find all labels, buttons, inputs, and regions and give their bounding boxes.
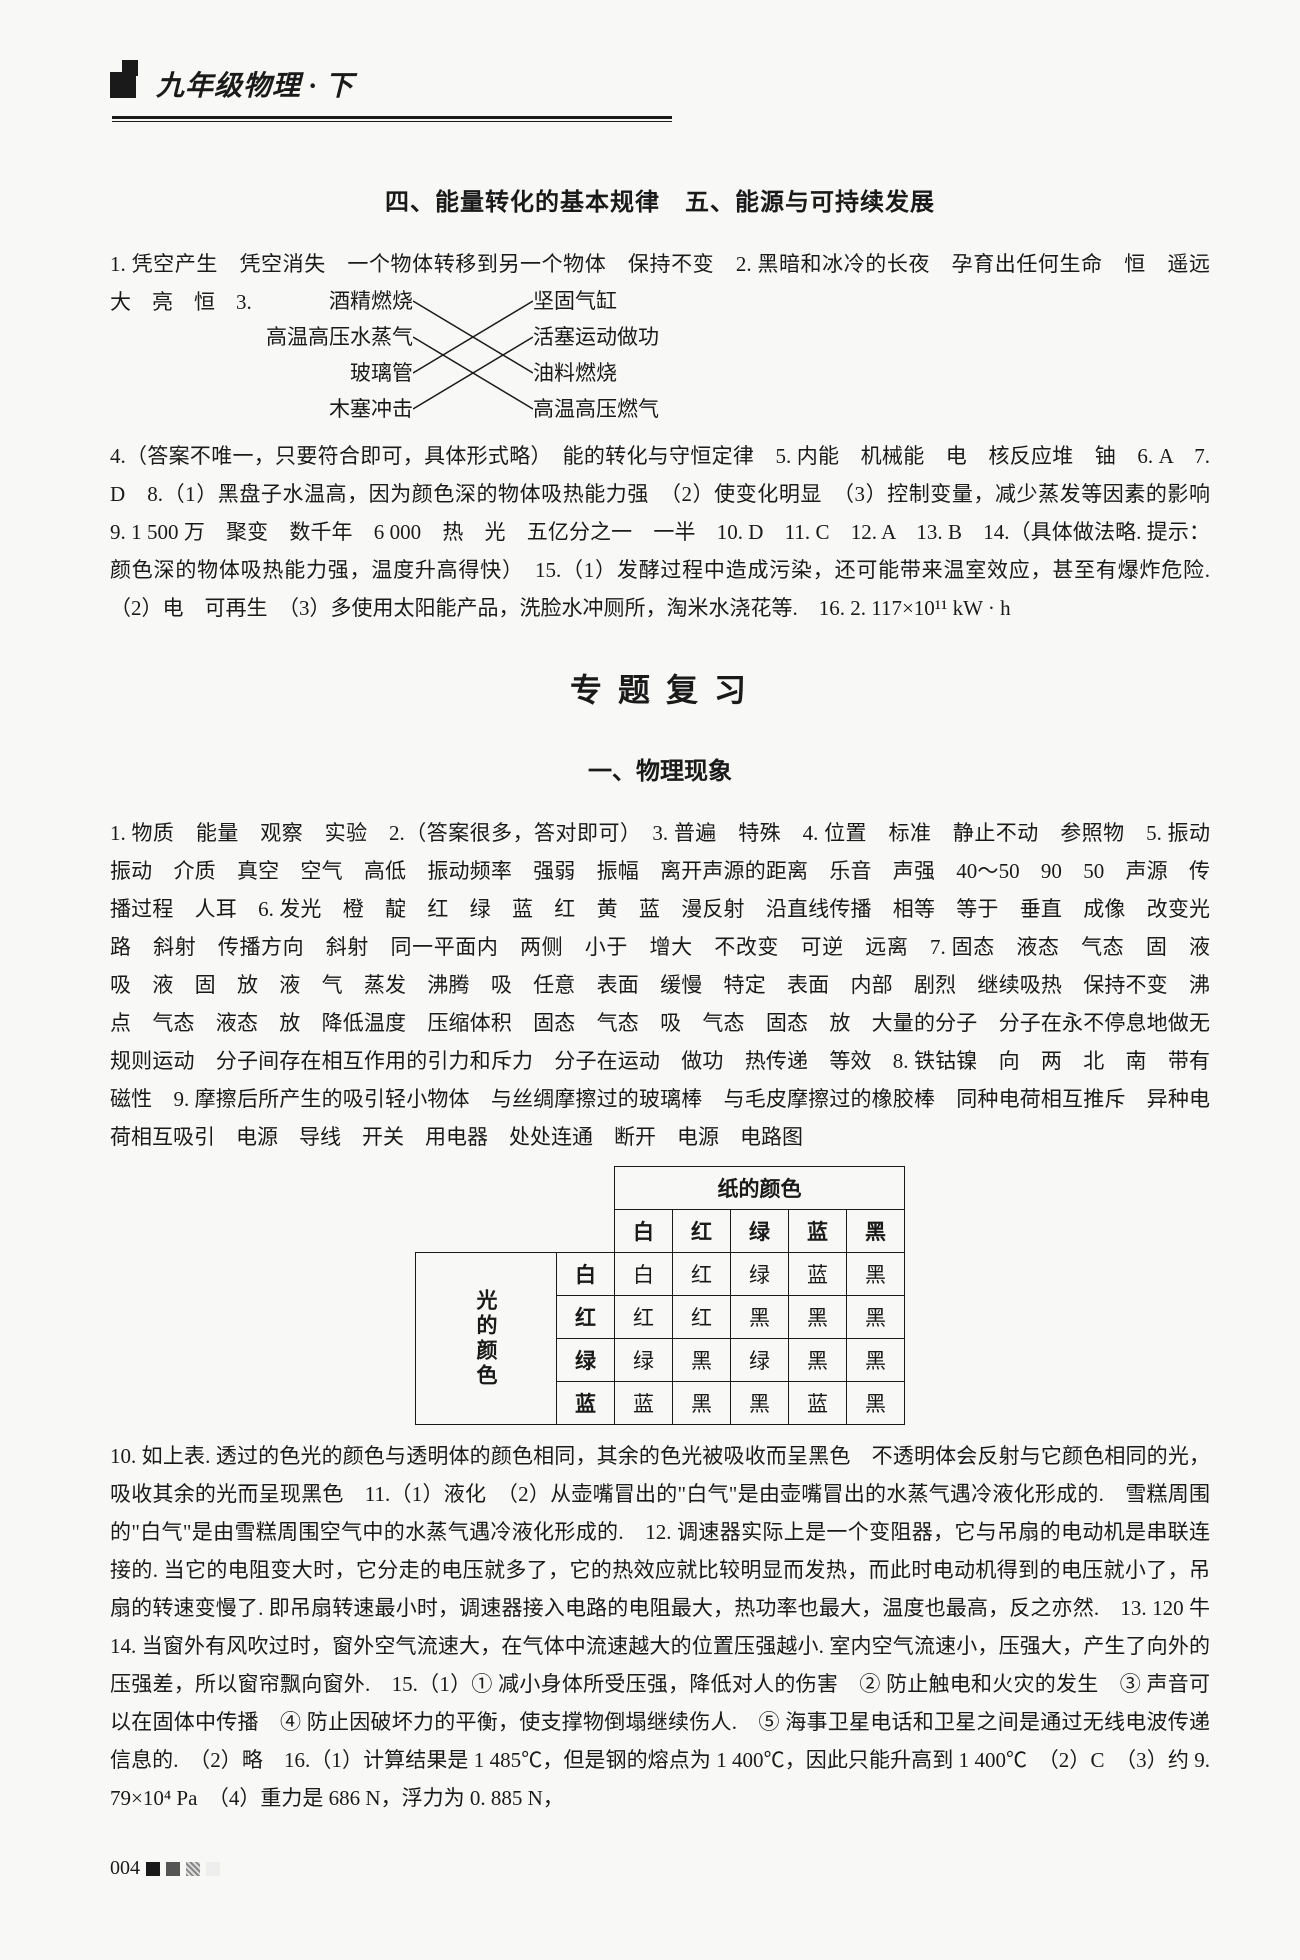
- page-number: 004: [110, 1857, 140, 1880]
- table-cell: 黑: [847, 1296, 905, 1339]
- header-rule-thick: [112, 116, 672, 119]
- table-cell: 白: [615, 1253, 673, 1296]
- table-row: 光的颜色白白红绿蓝黑: [416, 1253, 905, 1296]
- table-cell: 黑: [673, 1382, 731, 1425]
- table-cell: 黑: [847, 1339, 905, 1382]
- match-right-item: 油料燃烧: [533, 355, 683, 391]
- review-heading: 专 题 复 习: [110, 665, 1210, 711]
- table-col-header: 白: [615, 1210, 673, 1253]
- table-cell: 红: [673, 1253, 731, 1296]
- table-cell: 绿: [731, 1253, 789, 1296]
- match-left-item: 酒精燃烧: [263, 283, 413, 319]
- header-title: 九年级物理 · 下: [156, 64, 354, 104]
- table-cell: 黑: [731, 1382, 789, 1425]
- color-experiment-table: 纸的颜色 白红绿蓝黑 光的颜色白白红绿蓝黑红红红黑黑黑绿绿黑绿黑黑蓝蓝黑黑蓝黑: [415, 1166, 905, 1425]
- footer-box-icon: [146, 1862, 160, 1876]
- matching-diagram: 酒精燃烧高温高压水蒸气玻璃管木塞冲击 坚固气缸活塞运动做功油料燃烧高温高压燃气: [263, 283, 683, 433]
- table-col-header: 绿: [731, 1210, 789, 1253]
- table-cell: 蓝: [789, 1253, 847, 1296]
- section-4-5-para2: 4.（答案不唯一，只要符合即可，具体形式略） 能的转化与守恒定律 5. 内能 机…: [110, 437, 1210, 627]
- table-col-header: 红: [673, 1210, 731, 1253]
- table-cell: 蓝: [615, 1382, 673, 1425]
- match-right-item: 活塞运动做功: [533, 319, 683, 355]
- table-cell: 绿: [731, 1339, 789, 1382]
- header-rule-thin: [112, 121, 672, 122]
- review-para1: 1. 物质 能量 观察 实验 2.（答案很多，答对即可） 3. 普遍 特殊 4.…: [110, 814, 1210, 1156]
- table-col-header: 蓝: [789, 1210, 847, 1253]
- table-row-header: 蓝: [557, 1382, 615, 1425]
- table-col-header: 黑: [847, 1210, 905, 1253]
- page-footer: 004: [110, 1857, 1210, 1880]
- match-left-item: 木塞冲击: [263, 391, 413, 427]
- footer-box-icon: [186, 1862, 200, 1876]
- match-right-item: 坚固气缸: [533, 283, 683, 319]
- section-4-5-title: 四、能量转化的基本规律 五、能源与可持续发展: [110, 182, 1210, 217]
- table-cell: 黑: [673, 1339, 731, 1382]
- table-left-header: 光的颜色: [416, 1253, 557, 1425]
- section-4-5-body: 1. 凭空产生 凭空消失 一个物体转移到另一个物体 保持不变 2. 黑暗和冰冷的…: [110, 245, 1210, 433]
- table-cell: 黑: [847, 1382, 905, 1425]
- page-header: 九年级物理 · 下: [110, 60, 1210, 108]
- table-cell: 红: [673, 1296, 731, 1339]
- table-cell: 红: [615, 1296, 673, 1339]
- table-row-header: 红: [557, 1296, 615, 1339]
- footer-box-icon: [206, 1862, 220, 1876]
- table-cell: 黑: [847, 1253, 905, 1296]
- match-left-item: 玻璃管: [263, 355, 413, 391]
- table-top-header: 纸的颜色: [615, 1167, 905, 1210]
- header-icon: [110, 60, 150, 108]
- table-cell: 蓝: [789, 1382, 847, 1425]
- table-cell: 黑: [789, 1296, 847, 1339]
- review-para2: 10. 如上表. 透过的色光的颜色与透明体的颜色相同，其余的色光被吸收而呈黑色 …: [110, 1437, 1210, 1817]
- table-cell: 黑: [731, 1296, 789, 1339]
- table-row-header: 绿: [557, 1339, 615, 1382]
- table-cell: 绿: [615, 1339, 673, 1382]
- table-row-header: 白: [557, 1253, 615, 1296]
- table-cell: 黑: [789, 1339, 847, 1382]
- match-left-item: 高温高压水蒸气: [263, 319, 413, 355]
- review-sub-heading: 一、物理现象: [110, 751, 1210, 786]
- footer-box-icon: [166, 1862, 180, 1876]
- match-right-item: 高温高压燃气: [533, 391, 683, 427]
